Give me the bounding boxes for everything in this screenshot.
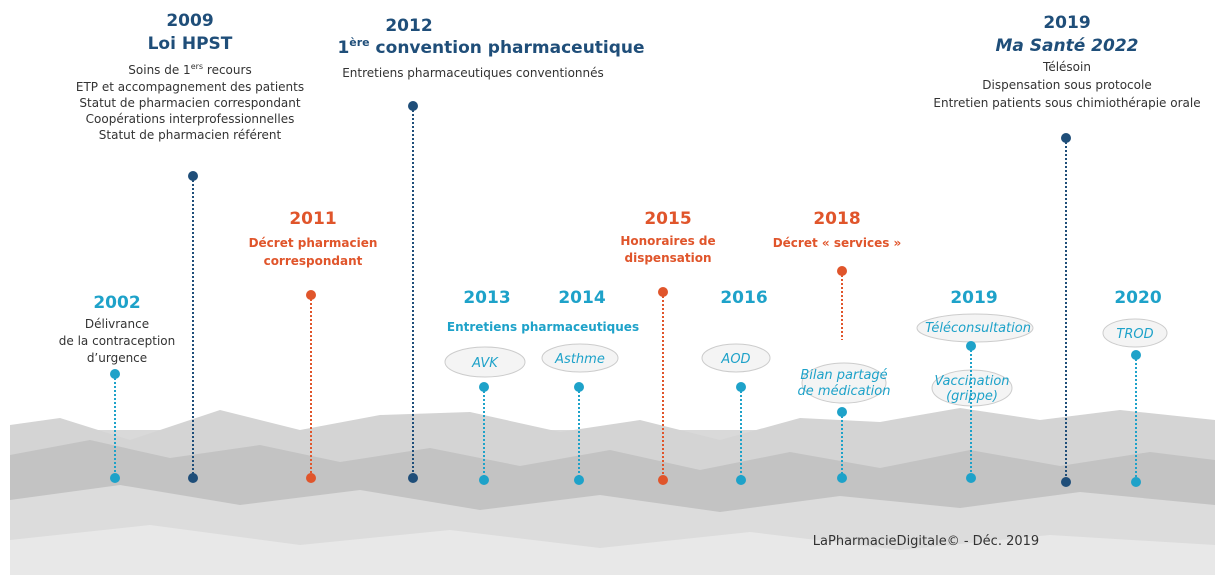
event-text: correspondant (264, 254, 363, 268)
event-item: Entretiens pharmaceutiques conventionnés (342, 66, 604, 80)
event-item: Dispensation sous protocole (982, 78, 1151, 92)
year: 2018 (813, 209, 860, 229)
year: 2019 (1043, 13, 1090, 33)
event-text: Honoraires de (620, 234, 715, 248)
year: 2016 (720, 288, 767, 308)
year: 2014 (558, 288, 605, 308)
event-text: Décret pharmacien (249, 236, 378, 250)
cloud-label: de médication (798, 384, 891, 399)
year: 2019 (950, 288, 997, 308)
event-text: Délivrance (85, 317, 149, 331)
event-item: Télésoin (1042, 60, 1091, 74)
year: 2012 (385, 16, 432, 36)
year: 2009 (166, 11, 213, 31)
cloud-label: AOD (720, 352, 750, 367)
event-text: de la contraception (59, 334, 175, 348)
mountains (10, 408, 1215, 575)
cloud-label: Asthme (554, 352, 605, 367)
event-item: Statut de pharmacien correspondant (79, 96, 301, 110)
cloud-label: Téléconsultation (925, 321, 1031, 336)
event-text: d’urgence (87, 351, 147, 365)
year: 2002 (93, 293, 140, 313)
event-item: Coopérations interprofessionnelles (86, 112, 295, 126)
year: 2015 (644, 209, 691, 229)
cloud-label: AVK (471, 356, 499, 371)
event-item: ETP et accompagnement des patients (76, 80, 304, 94)
event-title: Ma Santé 2022 (995, 36, 1138, 56)
event-text: Décret « services » (773, 236, 902, 250)
event-item: Statut de pharmacien référent (99, 128, 282, 142)
event-text: (grippe) (946, 389, 998, 404)
cloud-label: TROD (1116, 327, 1153, 342)
year: 2020 (1114, 288, 1161, 308)
event-item: Entretien patients sous chimiothérapie o… (933, 96, 1200, 110)
event-text: Vaccination (934, 374, 1009, 389)
event-title: Loi HPST (148, 34, 233, 54)
year: 2013 (463, 288, 510, 308)
event-title: 1ère convention pharmaceutique (337, 36, 644, 58)
footer: LaPharmacieDigitale© - Déc. 2019 (813, 534, 1039, 549)
timeline: 2002 Délivrance de la contraception d’ur… (0, 0, 1215, 575)
year: 2011 (289, 209, 336, 229)
event-text: dispensation (625, 251, 712, 265)
group-label: Entretiens pharmaceutiques (447, 320, 639, 334)
cloud-label: Bilan partagé (800, 368, 887, 383)
event-item: Soins de 1ers recours (128, 62, 251, 77)
